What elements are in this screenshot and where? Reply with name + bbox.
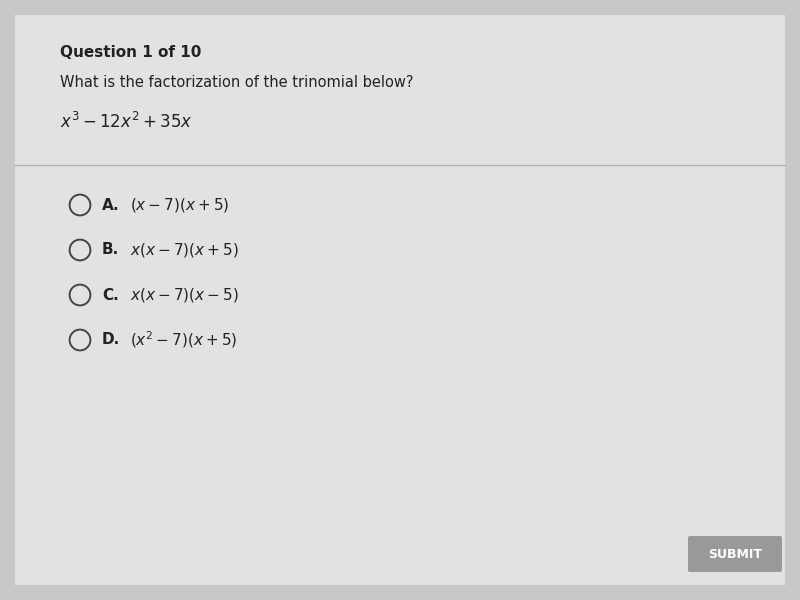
Text: $x(x - 7)(x + 5)$: $x(x - 7)(x + 5)$ [130,241,238,259]
FancyBboxPatch shape [688,536,782,572]
Text: D.: D. [102,332,120,347]
Text: What is the factorization of the trinomial below?: What is the factorization of the trinomi… [60,75,414,90]
Text: $x^3 - 12x^2 + 35x$: $x^3 - 12x^2 + 35x$ [60,112,193,132]
Text: C.: C. [102,287,118,302]
FancyBboxPatch shape [15,15,785,585]
Text: SUBMIT: SUBMIT [708,547,762,560]
Text: Question 1 of 10: Question 1 of 10 [60,45,202,60]
Text: $x(x - 7)(x - 5)$: $x(x - 7)(x - 5)$ [130,286,238,304]
Text: $(x - 7)(x + 5)$: $(x - 7)(x + 5)$ [130,196,230,214]
Text: $(x^2 - 7)(x + 5)$: $(x^2 - 7)(x + 5)$ [130,329,238,350]
Text: B.: B. [102,242,119,257]
Text: A.: A. [102,197,120,212]
